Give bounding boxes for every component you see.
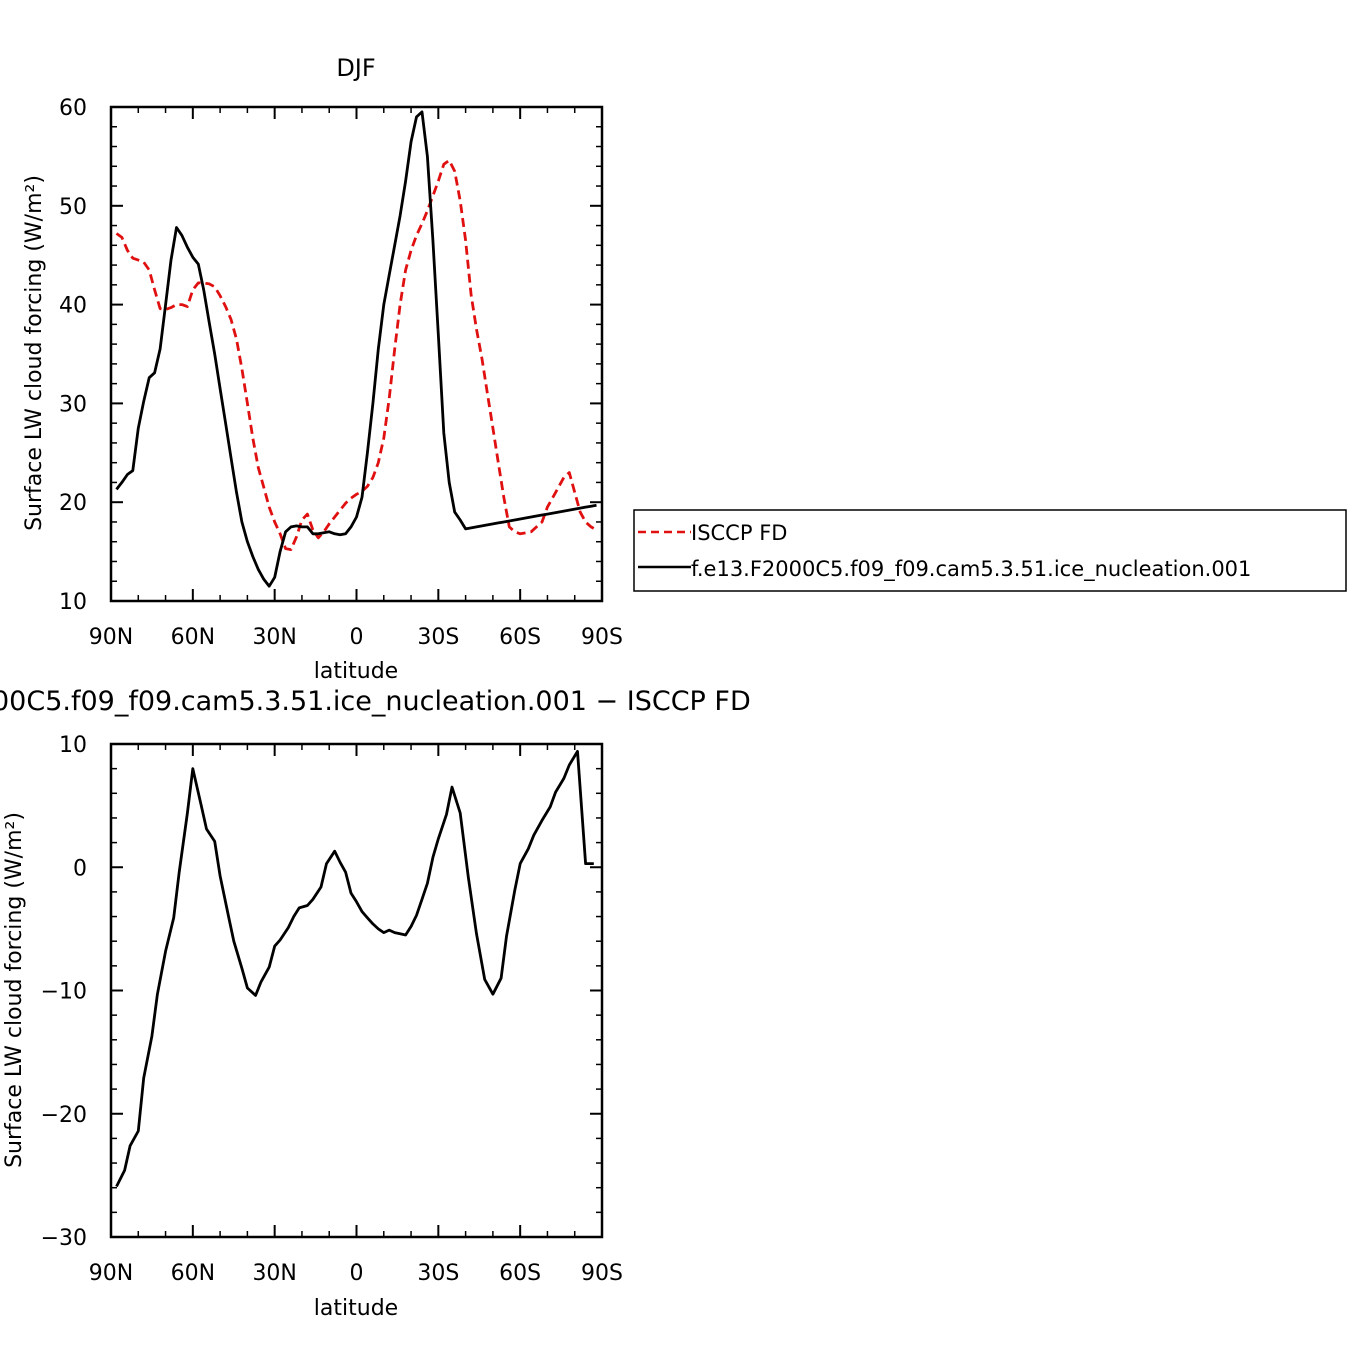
top-x-tick-label: 60S (499, 625, 541, 650)
top-x-tick-label: 30S (417, 625, 459, 650)
top-x-tick-label: 90N (89, 625, 133, 650)
legend-label-isccp: ISCCP FD (691, 521, 787, 545)
bottom-plot-frame (109, 742, 604, 1239)
bottom-panel-xlabel: latitude (314, 1296, 398, 1321)
bottom-panel-ticks: 90N 60N 30N 0 30S 60S 90S −30 −20 −10 0 10 (41, 733, 623, 1286)
top-y-tick-label: 10 (59, 590, 87, 615)
bottom-x-tick-label: 0 (350, 1261, 364, 1286)
bottom-x-tick-label: 60N (171, 1261, 215, 1286)
top-y-tick-label: 20 (59, 491, 87, 516)
top-panel-ylabel: Surface LW cloud forcing (W/m²) (22, 175, 47, 531)
bottom-panel: 00C5.f09_f09.cam5.3.51.ice_nucleation.00… (0, 686, 751, 1321)
top-panel-xlabel: latitude (314, 659, 398, 684)
legend-label-model: f.e13.F2000C5.f09_f09.cam5.3.51.ice_nucl… (691, 557, 1251, 582)
bottom-y-tick-label: 0 (73, 856, 87, 881)
bottom-y-tick-label: 10 (59, 733, 87, 758)
bottom-x-tick-label: 90N (89, 1261, 133, 1286)
legend: ISCCP FD f.e13.F2000C5.f09_f09.cam5.3.51… (633, 509, 1347, 592)
bottom-x-tick-label: 90S (581, 1261, 623, 1286)
bottom-panel-series (115, 750, 594, 1188)
bottom-x-tick-label: 60S (499, 1261, 541, 1286)
top-panel: DJF Surface LW cloud forcing (W/m²) lati… (22, 54, 623, 684)
bottom-y-tick-label: −10 (41, 980, 87, 1005)
top-y-tick-label: 50 (59, 195, 87, 220)
bottom-y-tick-label: −30 (41, 1226, 87, 1251)
top-x-tick-label: 60N (171, 625, 215, 650)
bottom-x-tick-label: 30S (417, 1261, 459, 1286)
bottom-panel-title: 00C5.f09_f09.cam5.3.51.ice_nucleation.00… (0, 686, 751, 717)
top-panel-ticks: 90N 60N 30N 0 30S 60S 90S 10 20 30 40 50 60 (59, 96, 623, 650)
top-x-tick-label: 90S (581, 625, 623, 650)
top-panel-title: DJF (336, 54, 375, 82)
legend-box (633, 509, 1347, 592)
top-x-tick-label: 0 (350, 625, 364, 650)
top-plot-frame (109, 105, 604, 603)
bottom-x-tick-label: 30N (252, 1261, 296, 1286)
top-panel-series (115, 110, 598, 588)
top-y-tick-label: 40 (59, 294, 87, 319)
top-x-tick-label: 30N (252, 625, 296, 650)
bottom-y-tick-label: −20 (41, 1103, 87, 1128)
top-y-tick-label: 30 (59, 392, 87, 417)
top-y-tick-label: 60 (59, 96, 87, 121)
bottom-panel-ylabel: Surface LW cloud forcing (W/m²) (2, 812, 27, 1168)
top-series-line-1 (115, 110, 597, 588)
top-series-line-0 (115, 158, 598, 551)
bottom-series-line-0 (115, 750, 594, 1188)
